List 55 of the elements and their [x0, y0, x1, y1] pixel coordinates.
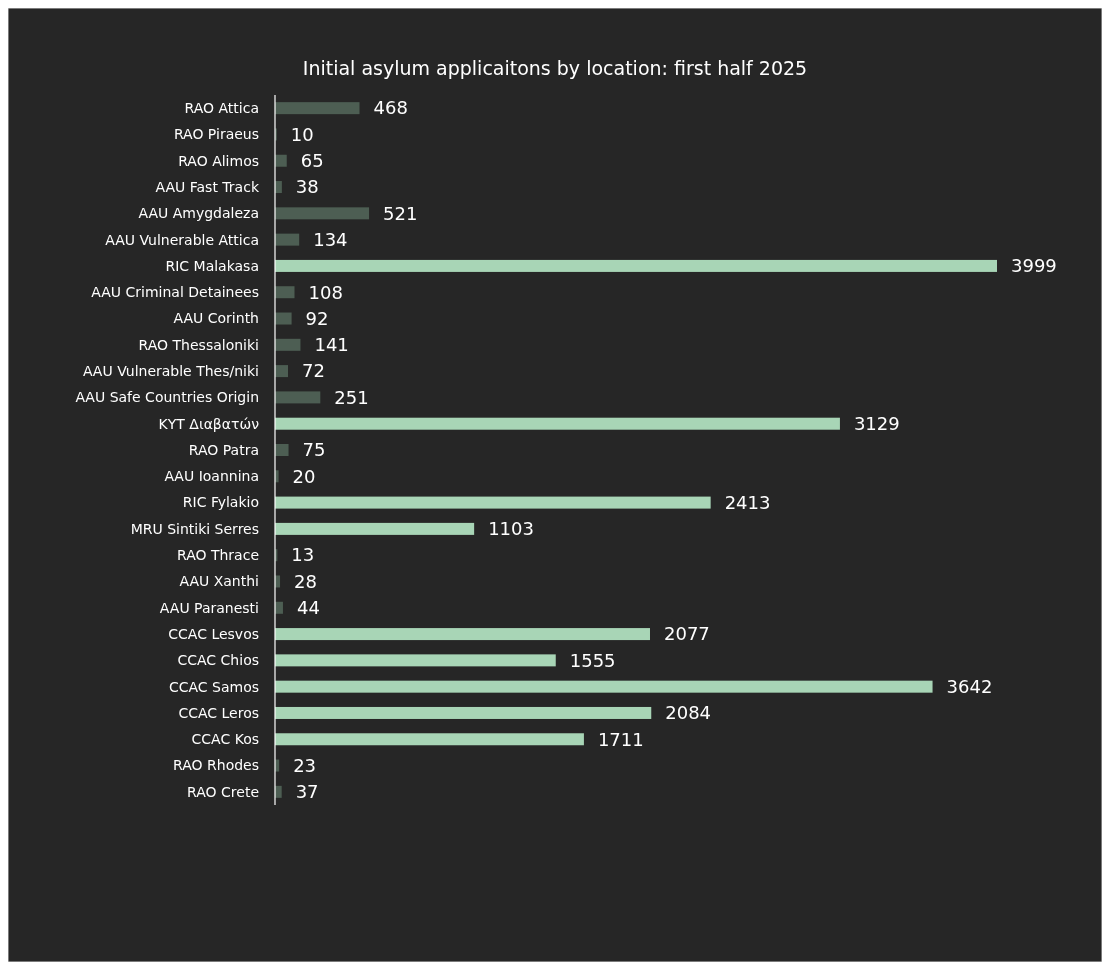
data-label: 75 — [302, 439, 326, 461]
y-tick-label: AAU Ioannina — [164, 468, 259, 485]
y-tick-label: AAU Paranesti — [159, 599, 259, 616]
y-tick-label: CCAC Chios — [177, 652, 259, 669]
data-label: 92 — [305, 307, 329, 329]
y-tick-label: RAO Patra — [188, 441, 259, 458]
data-label: 65 — [300, 150, 324, 172]
y-tick-label: AAU Fast Track — [155, 178, 260, 195]
data-label: 37 — [295, 781, 319, 803]
data-label: 38 — [295, 176, 319, 198]
y-tick-label: RAO Rhodes — [173, 757, 259, 774]
data-label: 134 — [313, 228, 348, 250]
data-label: 23 — [293, 754, 317, 776]
y-tick-label: CCAC Kos — [191, 731, 259, 748]
data-label: 3999 — [1011, 255, 1057, 277]
data-label: 72 — [302, 360, 325, 382]
data-label: 3129 — [853, 413, 900, 434]
y-tick-label: RAO Thrace — [176, 547, 259, 564]
data-label: 521 — [383, 202, 418, 224]
chart-title: Initial asylum applicaitons by location: first half 2025 — [302, 57, 808, 79]
data-label: 108 — [308, 281, 343, 303]
data-label: 2077 — [663, 623, 710, 645]
y-tick-label: RAO Attica — [184, 100, 259, 117]
y-tick-label: AAU Vulnerable Thes/niki — [82, 363, 259, 380]
data-label: 1103 — [488, 518, 534, 540]
data-label: 1555 — [569, 649, 616, 671]
y-tick-label: AAU Vulnerable Attica — [105, 231, 259, 248]
data-label: 468 — [373, 97, 408, 119]
y-tick-label: AAU Safe Countries Origin — [75, 389, 259, 406]
y-tick-label: AAU Xanthi — [179, 573, 259, 590]
data-label: 3642 — [946, 675, 993, 697]
y-tick-label: RIC Fylakio — [182, 494, 259, 511]
data-label: 20 — [292, 465, 316, 487]
data-label: 13 — [291, 544, 315, 566]
y-tick-label: RAO Crete — [187, 783, 259, 800]
y-tick-label: RIC Malakasa — [165, 257, 259, 274]
y-tick-label: ΚΥΤ Διαβατών — [158, 415, 260, 432]
data-label: 1711 — [597, 728, 644, 750]
data-label: 28 — [294, 570, 317, 592]
data-label: 251 — [334, 386, 369, 408]
data-label: 10 — [290, 123, 314, 145]
y-tick-label: AAU Criminal Detainees — [91, 284, 259, 301]
y-tick-label: CCAC Lesvos — [168, 625, 259, 642]
y-tick-label: AAU Corinth — [173, 310, 259, 327]
y-tick-label: MRU Sintiki Serres — [130, 520, 259, 537]
y-tick-label: RAO Thessaloniki — [138, 336, 259, 353]
data-label: 44 — [296, 597, 320, 619]
data-label: 141 — [314, 334, 349, 356]
y-tick-label: RAO Alimos — [178, 152, 259, 169]
y-tick-label: CCAC Samos — [168, 678, 259, 695]
y-tick-label: AAU Amygdaleza — [138, 205, 259, 222]
y-tick-label: RAO Piraeus — [173, 126, 259, 143]
data-label: 2084 — [665, 702, 712, 724]
data-label: 2413 — [724, 491, 771, 513]
y-tick-label: CCAC Leros — [178, 704, 259, 721]
